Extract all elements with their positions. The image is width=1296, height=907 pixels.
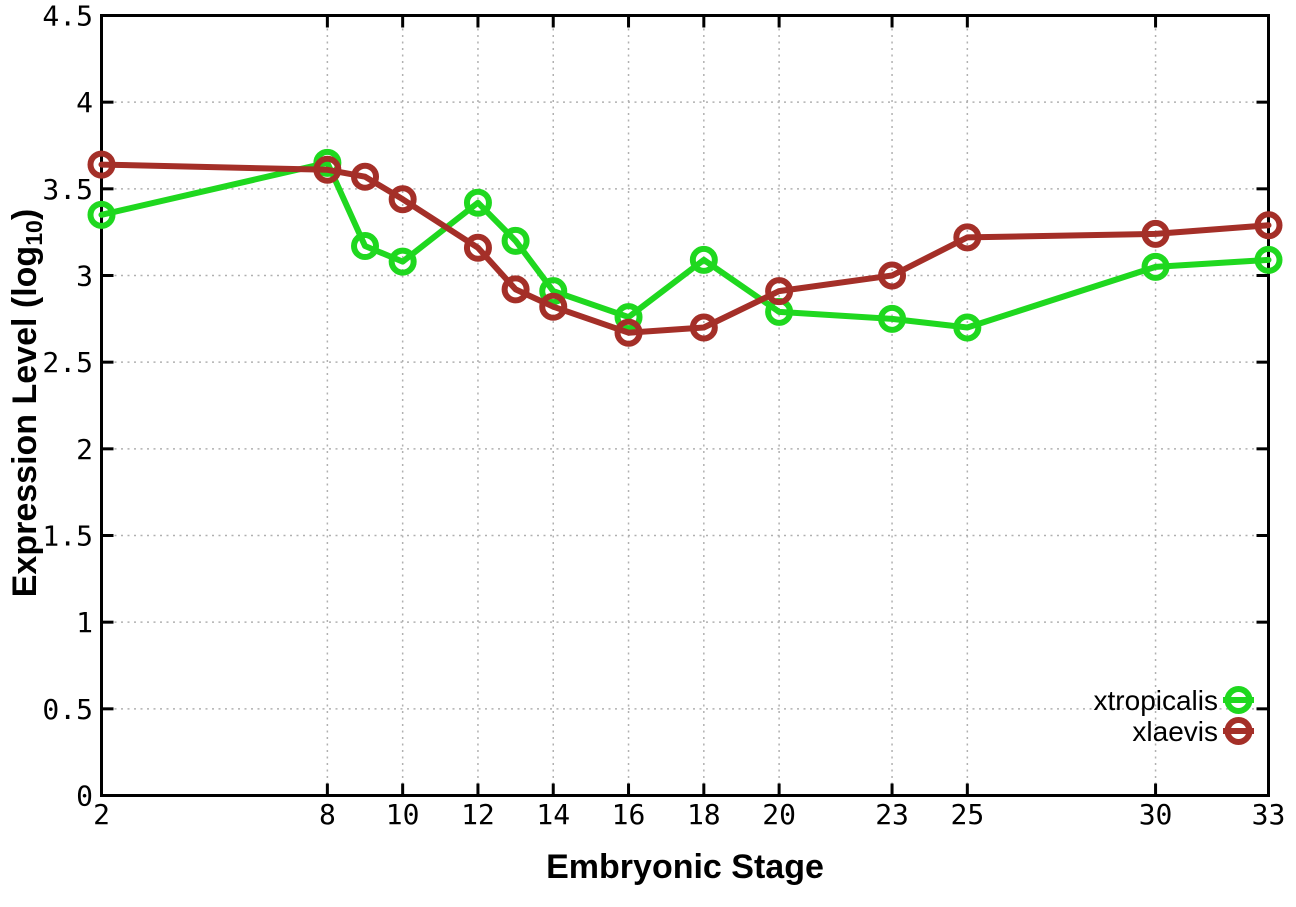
data-point-xtropicalis bbox=[351, 232, 380, 261]
data-point-xtropicalis bbox=[539, 277, 568, 306]
data-point-xlaevis bbox=[87, 150, 116, 179]
y-tick-label: 2 bbox=[76, 433, 93, 466]
data-point-xlaevis bbox=[614, 318, 643, 347]
data-point-xlaevis bbox=[351, 162, 380, 191]
data-point-xtropicalis bbox=[878, 304, 907, 333]
y-tick-label: 4.5 bbox=[42, 0, 93, 33]
series-line-xlaevis bbox=[98, 161, 1272, 336]
y-tick-label: 1 bbox=[76, 606, 93, 639]
x-tick-label: 25 bbox=[950, 798, 984, 831]
x-tick-label: 14 bbox=[536, 798, 570, 831]
legend-label-xlaevis: xlaevis bbox=[1132, 716, 1218, 747]
data-point-xlaevis bbox=[501, 275, 530, 304]
data-point-xlaevis bbox=[1254, 211, 1283, 240]
plot-border bbox=[100, 14, 1270, 797]
data-point-xtropicalis bbox=[614, 303, 643, 332]
data-point-xtropicalis bbox=[87, 200, 116, 229]
y-tick-label: 0.5 bbox=[42, 693, 93, 726]
x-tick-label: 18 bbox=[687, 798, 721, 831]
legend-marker-xlaevis bbox=[1224, 717, 1253, 745]
series-line-xtropicalis bbox=[98, 159, 1272, 331]
data-point-xlaevis bbox=[1141, 219, 1170, 248]
data-point-xlaevis bbox=[388, 185, 417, 214]
y-axis-title-suffix: ) bbox=[5, 208, 44, 221]
data-point-xtropicalis bbox=[501, 226, 530, 255]
y-axis-title-subscript: 10 bbox=[21, 220, 48, 246]
x-axis-title: Embryonic Stage bbox=[546, 848, 824, 886]
y-tick-label: 2.5 bbox=[42, 346, 93, 379]
y-tick-label: 3.5 bbox=[42, 173, 93, 206]
data-point-xtropicalis bbox=[953, 313, 982, 342]
y-axis-title: Expression Level (log10) bbox=[6, 209, 48, 598]
x-tick-label: 23 bbox=[875, 798, 909, 831]
x-tick-label: 8 bbox=[319, 798, 336, 831]
data-point-xlaevis bbox=[313, 155, 342, 184]
data-point-xlaevis bbox=[463, 233, 492, 262]
data-point-xlaevis bbox=[689, 313, 718, 342]
y-tick-label: 0 bbox=[76, 780, 93, 813]
data-point-xlaevis bbox=[878, 261, 907, 290]
data-point-xtropicalis bbox=[1254, 245, 1283, 274]
legend-label-xtropicalis: xtropicalis bbox=[1094, 685, 1218, 716]
y-tick-label: 3 bbox=[76, 260, 93, 293]
x-tick-label: 16 bbox=[612, 798, 646, 831]
x-tick-label: 20 bbox=[762, 798, 796, 831]
data-point-xtropicalis bbox=[689, 245, 718, 274]
x-tick-label: 2 bbox=[93, 798, 110, 831]
x-tick-label: 10 bbox=[386, 798, 420, 831]
y-tick-label: 1.5 bbox=[42, 520, 93, 553]
y-axis-title-text: Expression Level (log bbox=[5, 245, 44, 598]
data-point-xtropicalis bbox=[463, 188, 492, 217]
data-point-xlaevis bbox=[953, 223, 982, 252]
x-tick-label: 12 bbox=[461, 798, 495, 831]
data-point-xlaevis bbox=[765, 277, 794, 306]
y-tick-label: 4 bbox=[76, 86, 93, 119]
data-point-xlaevis bbox=[539, 292, 568, 321]
x-tick-label: 33 bbox=[1252, 798, 1286, 831]
data-point-xtropicalis bbox=[1141, 252, 1170, 281]
data-point-xtropicalis bbox=[388, 247, 417, 276]
x-tick-label: 30 bbox=[1139, 798, 1173, 831]
legend-marker-xtropicalis bbox=[1224, 686, 1253, 714]
